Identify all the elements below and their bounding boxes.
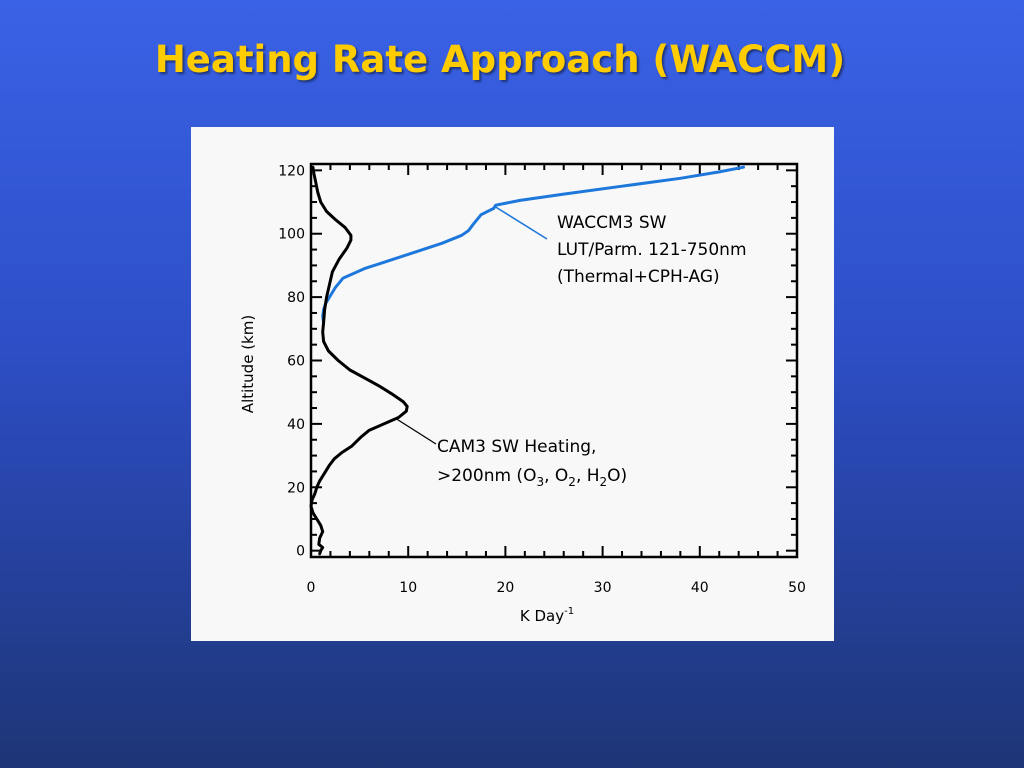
waccm-pointer-line	[493, 205, 548, 240]
cam-series-line	[309, 165, 409, 556]
y-tick-label: 0	[296, 544, 305, 560]
x-tick-label: 50	[788, 580, 806, 596]
slide-title: Heating Rate Approach (WACCM)	[154, 38, 846, 81]
waccm-annotation-line-1: WACCM3 SW	[557, 213, 667, 233]
waccm-series-line	[321, 165, 745, 324]
cam-pointer-line	[394, 417, 437, 445]
plot-frame	[309, 162, 799, 559]
series-lines	[309, 165, 745, 556]
y-tick-label: 100	[278, 227, 305, 243]
x-tick-label: 30	[594, 580, 612, 596]
waccm-annotation-line-3: (Thermal+CPH-AG)	[557, 267, 720, 287]
cam-annotation: CAM3 SW Heating, >200nm (O3, O2, H2O)	[437, 437, 627, 489]
axis-ticks	[310, 164, 798, 557]
x-tick-label: 40	[691, 580, 709, 596]
tick-labels: 0 10 20 30 40 50 0 20 40 60 80 100 120	[278, 163, 806, 596]
x-axis-label: K Day-1	[520, 606, 574, 625]
y-axis-label: Altitude (km)	[239, 315, 257, 413]
cam-annotation-line-2: >200nm (O3, O2, H2O)	[437, 466, 627, 489]
x-tick-label: 10	[399, 580, 417, 596]
x-axis-label-superscript: -1	[564, 606, 574, 617]
waccm-annotation: WACCM3 SW LUT/Parm. 121-750nm (Thermal+C…	[557, 213, 752, 287]
y-tick-label: 20	[287, 480, 305, 496]
cam-annotation-line-1: CAM3 SW Heating,	[437, 437, 596, 457]
x-tick-label: 0	[307, 580, 316, 596]
y-tick-label: 120	[278, 163, 305, 179]
waccm-annotation-line-2: LUT/Parm. 121-750nm	[557, 240, 747, 260]
y-tick-label: 60	[287, 354, 305, 370]
chart-panel: 0 10 20 30 40 50 0 20 40 60 80 100 120 K Day-1 Altit…	[191, 127, 834, 641]
y-tick-label: 80	[287, 290, 305, 306]
x-tick-label: 20	[496, 580, 514, 596]
y-tick-label: 40	[287, 417, 305, 433]
x-axis-label-text: K Day	[520, 607, 564, 625]
heating-rate-chart: 0 10 20 30 40 50 0 20 40 60 80 100 120 K Day-1 Altit…	[239, 162, 806, 625]
